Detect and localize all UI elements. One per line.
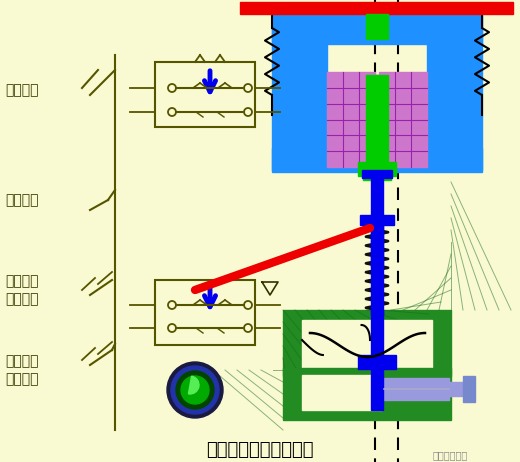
Bar <box>379 72 427 167</box>
Bar <box>371 225 383 315</box>
Wedge shape <box>188 376 199 394</box>
Bar <box>340 75 385 165</box>
Bar <box>327 72 375 167</box>
Bar <box>283 368 451 376</box>
Bar <box>366 75 388 165</box>
Bar <box>362 170 392 178</box>
Text: 延时断开
常开触头: 延时断开 常开触头 <box>5 274 38 306</box>
Text: 延时闭合
常闭触头: 延时闭合 常闭触头 <box>5 354 38 386</box>
Bar <box>371 310 383 410</box>
Circle shape <box>176 371 214 409</box>
Text: 糯鱼追梦专用: 糯鱼追梦专用 <box>432 450 467 460</box>
Bar <box>240 2 513 14</box>
Bar <box>272 148 327 170</box>
Text: 瞬动常开: 瞬动常开 <box>5 193 38 207</box>
Bar <box>302 320 432 370</box>
Bar <box>358 355 396 369</box>
Bar <box>302 375 382 410</box>
Bar <box>445 382 465 396</box>
Bar <box>366 14 388 39</box>
Bar <box>283 310 451 420</box>
Text: 断电延时型时间继电器: 断电延时型时间继电器 <box>206 441 314 459</box>
Bar <box>427 14 482 164</box>
Bar <box>358 162 396 176</box>
Bar <box>427 148 482 170</box>
Bar <box>272 14 327 164</box>
Text: 瞬动常闭: 瞬动常闭 <box>5 83 38 97</box>
Bar <box>360 215 394 225</box>
Bar <box>384 378 449 400</box>
Circle shape <box>171 366 219 414</box>
Bar <box>463 376 475 402</box>
Bar <box>371 172 383 267</box>
Bar <box>272 164 482 172</box>
Circle shape <box>167 362 223 418</box>
Bar <box>155 280 255 345</box>
Bar <box>363 172 391 180</box>
Bar <box>272 14 482 44</box>
Circle shape <box>181 376 209 404</box>
Bar <box>375 75 420 165</box>
Bar <box>155 62 255 127</box>
